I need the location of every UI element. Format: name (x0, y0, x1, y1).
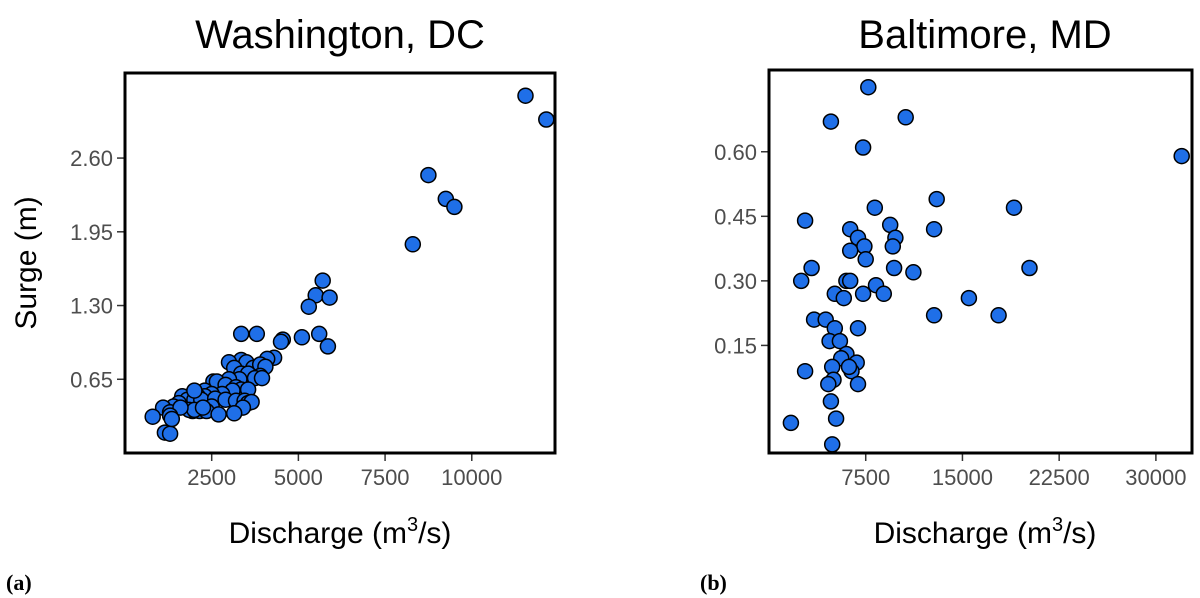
x-tick-label-baltimore-3: 30000 (1125, 465, 1186, 490)
x-ticks-baltimore: 7500 15000 22500 30000 (841, 454, 1186, 490)
data-point-baltimore-22 (857, 251, 874, 268)
data-point-baltimore-26 (875, 285, 893, 303)
data-point-baltimore-3 (854, 139, 872, 156)
x-tick-label-baltimore-1: 15000 (932, 465, 993, 490)
data-point-washington-10 (319, 338, 337, 355)
scatter-points-washington (144, 87, 555, 442)
y-tick-label-washington-2: 1.95 (70, 220, 113, 245)
data-point-washington-9 (300, 298, 318, 315)
y-tick-label-washington-0: 0.65 (70, 367, 113, 392)
data-point-baltimore-28 (835, 289, 853, 307)
y-tick-label-baltimore-1: 0.30 (714, 269, 757, 294)
data-point-washington-16 (248, 325, 266, 343)
data-point-washington-5 (404, 236, 422, 253)
y-ticks-washington: 0.65 1.30 1.95 2.60 (70, 146, 124, 392)
data-point-baltimore-30 (960, 289, 978, 307)
data-point-washington-6 (314, 272, 331, 289)
data-point-washington-0 (517, 87, 534, 104)
scatter-points-baltimore (782, 78, 1190, 453)
data-point-baltimore-4 (1173, 147, 1190, 165)
data-point-baltimore-29 (854, 285, 872, 303)
x-tick-label-washington-1: 5000 (274, 465, 323, 490)
data-point-washington-8 (321, 289, 338, 306)
y-tick-label-washington-1: 1.30 (70, 294, 113, 319)
data-point-washington-70 (186, 382, 203, 399)
data-point-washington-12 (293, 329, 311, 346)
x-tick-label-washington-0: 2500 (187, 465, 236, 490)
data-point-baltimore-52 (823, 436, 841, 453)
data-point-washington-14 (272, 333, 290, 351)
data-point-baltimore-51 (827, 410, 845, 427)
data-point-baltimore-36 (849, 319, 867, 337)
panel-baltimore: Baltimore, MD 7500 15000 22500 30000 0.150.… (700, 13, 1194, 595)
data-point-baltimore-1 (897, 109, 914, 126)
data-point-baltimore-24 (841, 272, 859, 290)
data-point-baltimore-6 (928, 190, 945, 208)
x-axis-label-washington: Discharge (m3/s) (229, 514, 452, 550)
data-point-baltimore-50 (782, 414, 800, 432)
data-point-washington-65 (210, 406, 227, 423)
data-point-washington-76 (194, 399, 212, 416)
data-point-baltimore-21 (1021, 259, 1038, 277)
data-point-baltimore-20 (905, 264, 922, 281)
data-point-washington-1 (538, 111, 555, 128)
data-point-washington-74 (161, 425, 179, 442)
x-tick-label-washington-2: 7500 (361, 465, 410, 490)
data-point-baltimore-9 (925, 220, 943, 238)
data-point-washington-11 (310, 325, 328, 343)
chart-title-washington: Washington, DC (195, 13, 485, 57)
data-point-baltimore-38 (831, 332, 849, 350)
data-point-baltimore-31 (925, 307, 943, 324)
data-point-baltimore-8 (866, 199, 884, 216)
y-tick-label-washington-3: 2.60 (70, 146, 113, 171)
data-point-baltimore-0 (860, 78, 877, 96)
data-point-baltimore-48 (840, 358, 858, 376)
y-tick-label-baltimore-3: 0.60 (714, 140, 757, 165)
data-point-baltimore-49 (822, 393, 840, 410)
y-ticks-baltimore: 0.15 0.30 0.45 0.60 (714, 140, 768, 358)
data-point-washington-71 (144, 408, 161, 425)
data-point-baltimore-7 (1005, 199, 1023, 216)
data-point-baltimore-2 (822, 113, 840, 130)
y-tick-label-baltimore-0: 0.15 (714, 333, 757, 358)
x-tick-label-baltimore-0: 7500 (841, 465, 890, 490)
data-point-baltimore-15 (841, 242, 859, 259)
y-tick-label-baltimore-2: 0.45 (714, 204, 757, 229)
data-point-baltimore-10 (796, 212, 814, 229)
plot-frame-baltimore (767, 68, 1194, 455)
data-point-washington-15 (232, 325, 250, 343)
panel-label-b: (b) (700, 570, 727, 595)
data-point-baltimore-19 (885, 259, 903, 277)
data-point-baltimore-46 (820, 375, 837, 393)
y-axis-label-washington: Surge (m) (10, 196, 43, 329)
data-point-baltimore-44 (796, 362, 814, 380)
data-point-washington-30 (253, 369, 271, 387)
panel-washington: Washington, DC 2500 5000 7500 10000 0.65 1.3… (6, 13, 557, 595)
data-point-baltimore-17 (792, 272, 810, 290)
chart-title-baltimore: Baltimore, MD (858, 13, 1111, 57)
data-point-washington-4 (446, 198, 463, 216)
data-point-baltimore-47 (849, 375, 867, 393)
data-point-washington-66 (225, 405, 243, 422)
data-point-washington-2 (420, 166, 437, 184)
x-tick-label-baltimore-2: 22500 (1029, 465, 1090, 490)
x-ticks-washington: 2500 5000 7500 10000 (187, 454, 502, 490)
data-point-washington-75 (163, 410, 181, 428)
x-axis-label-baltimore: Discharge (m3/s) (874, 514, 1097, 550)
panel-label-a: (a) (6, 570, 32, 595)
data-point-baltimore-32 (990, 307, 1007, 324)
data-point-baltimore-18 (803, 259, 820, 277)
x-tick-label-washington-3: 10000 (441, 465, 502, 490)
data-point-baltimore-16 (884, 238, 902, 255)
plot-frame-washington (123, 71, 557, 455)
